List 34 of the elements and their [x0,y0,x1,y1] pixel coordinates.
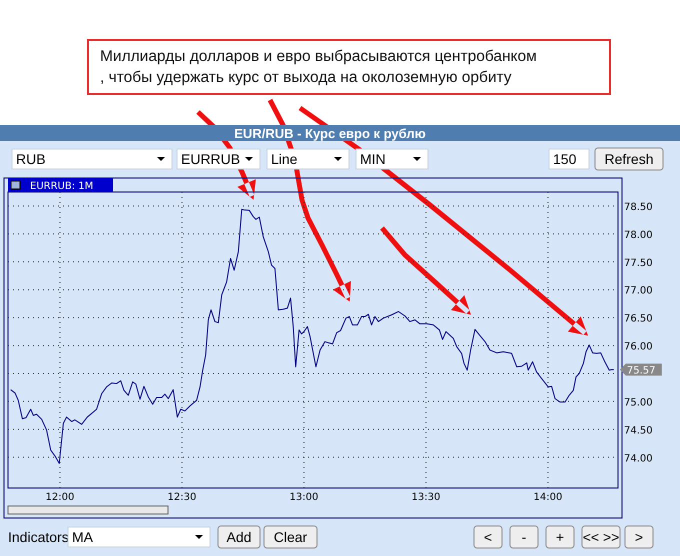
x-tick-label: 14:00 [534,492,562,503]
chart-title: EUR/RUB - Курс евро к рублю [234,126,426,141]
y-tick-label: 78.50 [624,202,653,213]
text: + [556,529,564,545]
line-series [10,208,614,464]
text: Add [226,529,252,545]
text: << >> [582,529,620,545]
x-tick-label: 12:00 [46,492,74,503]
y-tick-label: 76.00 [624,342,653,353]
x-tick-label: 13:30 [412,492,440,503]
x-tick-label: 13:00 [290,492,318,503]
text: MIN [360,151,386,167]
y-tick-label: 78.00 [624,230,653,241]
y-tick-label: 76.50 [624,314,653,325]
text: - [522,529,527,545]
y-tick-label: 74.00 [624,453,653,464]
annotation: 75.57 [626,366,656,377]
text: 150 [553,151,577,167]
text: < [484,529,492,545]
y-tick-label: 74.50 [624,425,653,436]
y-tick-label: 77.50 [624,258,653,269]
text: Clear [274,529,308,545]
text: > [634,529,644,545]
text: RUB [16,151,46,167]
y-tick-label: 75.00 [624,397,653,408]
y-tick-label: 77.00 [624,286,653,297]
text: Line [271,151,298,167]
text: Indicators [8,529,69,545]
text: EURRUB: 1M [30,181,94,192]
text: Refresh [604,151,654,167]
x-tick-label: 12:30 [168,492,196,503]
text: Миллиарды долларов и евро выбрасываются центробанком , чтобы удержать курс от выхода на околоземную орбиту [100,48,537,86]
text: EURRUB [181,151,240,167]
text: MA [72,529,94,545]
